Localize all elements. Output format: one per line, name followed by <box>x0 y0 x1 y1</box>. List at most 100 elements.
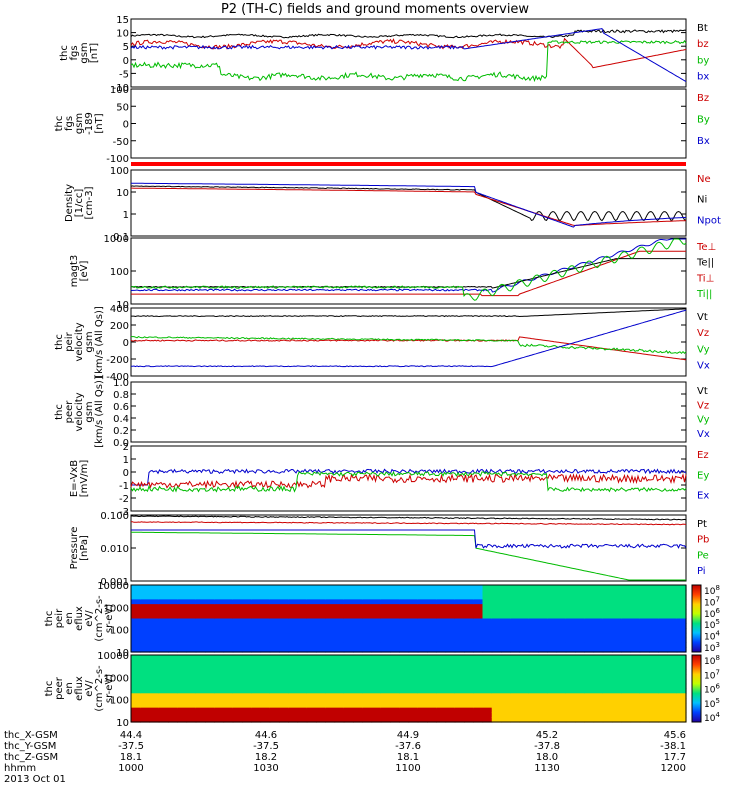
spectrogram-cell-9 <box>612 702 622 709</box>
spectrogram-cell-8 <box>602 585 613 591</box>
spectrogram-cell-9 <box>649 683 659 690</box>
spectrogram-cell-9 <box>168 655 178 661</box>
spectrogram-cell-9 <box>649 717 659 723</box>
spectrogram-cell-9 <box>482 683 493 690</box>
spectrogram-cell-8 <box>602 608 613 615</box>
spectrogram-cell-8 <box>214 637 225 644</box>
spectrogram-cell-8 <box>353 608 363 615</box>
panel-frame-density <box>130 169 687 237</box>
spectrogram-cell-8 <box>408 642 419 648</box>
spectrogram-cell-8 <box>612 589 622 596</box>
spectrogram-cell-8 <box>232 613 243 620</box>
ytick-label: 0 <box>123 56 129 67</box>
spectrogram-cell-9 <box>297 678 308 685</box>
spectrogram-cell-9 <box>186 659 197 666</box>
spectrogram-cell-8 <box>223 599 234 605</box>
spectrogram-cell-8 <box>390 594 400 600</box>
spectrogram-cell-8 <box>260 637 271 644</box>
spectrogram-cell-8 <box>353 647 363 653</box>
spectrogram-cell-8 <box>140 599 151 605</box>
spectrogram-cell-8 <box>325 647 336 653</box>
spectrogram-cell-8 <box>371 618 382 624</box>
spectrogram-cell-9 <box>223 674 234 680</box>
spectrogram-cell-8 <box>186 585 197 591</box>
spectrogram-cell-9 <box>343 702 354 709</box>
spectrogram-cell-9 <box>279 707 289 714</box>
spectrogram-cell-8 <box>565 642 576 648</box>
spectrogram-cell-9 <box>593 664 604 670</box>
spectrogram-cell-8 <box>630 594 641 600</box>
spectrogram-cell-9 <box>232 669 243 675</box>
spectrogram-cell-8 <box>464 604 474 610</box>
spectrogram-cell-9 <box>676 669 687 675</box>
spectrogram-cell-8 <box>251 604 262 610</box>
spectrogram-cell-8 <box>584 613 595 620</box>
spectrogram-cell-9 <box>630 659 641 666</box>
spectrogram-cell-8 <box>288 599 299 605</box>
spectrogram-cell-8 <box>436 647 447 653</box>
spectrogram-cell-9 <box>491 674 502 680</box>
spectrogram-cell-8 <box>380 599 391 605</box>
spectrogram-cell-8 <box>501 585 511 591</box>
spectrogram-cell-8 <box>186 599 197 605</box>
spectrogram-cell-8 <box>316 585 326 591</box>
spectrogram-cell-9 <box>343 693 354 699</box>
spectrogram-cell-9 <box>223 669 234 675</box>
spectrogram-cell-8 <box>639 585 650 591</box>
spectrogram-cell-8 <box>279 632 289 639</box>
spectrogram-cell-8 <box>242 642 252 648</box>
trace-pt <box>131 515 687 521</box>
spectrogram-cell-9 <box>464 693 474 699</box>
spectrogram-cell-9 <box>676 683 687 690</box>
spectrogram-cell-9 <box>306 659 317 666</box>
spectrogram-cell-8 <box>565 585 576 591</box>
xaxis-value: 1130 <box>534 763 559 774</box>
colorbar-label: 103 <box>704 641 720 654</box>
spectrogram-cell-9 <box>658 659 669 666</box>
spectrogram-cell-8 <box>658 642 669 648</box>
spectrogram-cell-9 <box>288 693 299 699</box>
spectrogram-cell-9 <box>362 664 373 670</box>
spectrogram-cell-9 <box>149 659 160 666</box>
spectrogram-cell-9 <box>223 717 234 723</box>
spectrogram-cell-8 <box>538 628 548 634</box>
spectrogram-cell-8 <box>612 594 622 600</box>
spectrogram-cell-8 <box>140 589 151 596</box>
spectrogram-cell-8 <box>297 647 308 653</box>
spectrogram-cell-9 <box>371 683 382 690</box>
spectrogram-cell-9 <box>186 669 197 675</box>
spectrogram-cell-8 <box>306 608 317 615</box>
spectrogram-cell-9 <box>279 717 289 723</box>
spectrogram-cell-8 <box>390 604 400 610</box>
spectrogram-cell-9 <box>297 712 308 718</box>
spectrogram-cell-8 <box>205 628 215 634</box>
spectrogram-cell-8 <box>565 594 576 600</box>
spectrogram-cell-9 <box>491 664 502 670</box>
spectrogram-cell-8 <box>177 589 188 596</box>
spectrogram-cell-8 <box>658 632 669 639</box>
spectrogram-cell-9 <box>223 655 234 661</box>
spectrogram-cell-8 <box>371 642 382 648</box>
legend-efield: Ez <box>697 450 709 461</box>
spectrogram-cell-9 <box>371 707 382 714</box>
spectrogram-cell-9 <box>575 669 585 675</box>
spectrogram-cell-8 <box>649 637 659 644</box>
spectrogram-cell-8 <box>316 604 326 610</box>
spectrogram-cell-8 <box>168 608 178 615</box>
spectrogram-cell-8 <box>380 628 391 634</box>
spectrogram-cell-9 <box>556 707 567 714</box>
spectrogram-cell-9 <box>269 707 280 714</box>
spectrogram-cell-8 <box>269 608 280 615</box>
spectrogram-cell-9 <box>316 659 326 666</box>
spectrogram-cell-8 <box>288 608 299 615</box>
spectrogram-cell-9 <box>325 669 336 675</box>
spectrogram-cell-8 <box>454 613 465 620</box>
trace-te-par <box>130 258 686 289</box>
spectrogram-cell-9 <box>269 655 280 661</box>
spectrogram-cell-8 <box>519 628 530 634</box>
spectrogram-cell-8 <box>149 585 160 591</box>
spectrogram-cell-9 <box>297 674 308 680</box>
spectrogram-cell-9 <box>510 659 521 666</box>
spectrogram-cell-8 <box>297 623 308 629</box>
spectrogram-cell-9 <box>621 702 632 709</box>
